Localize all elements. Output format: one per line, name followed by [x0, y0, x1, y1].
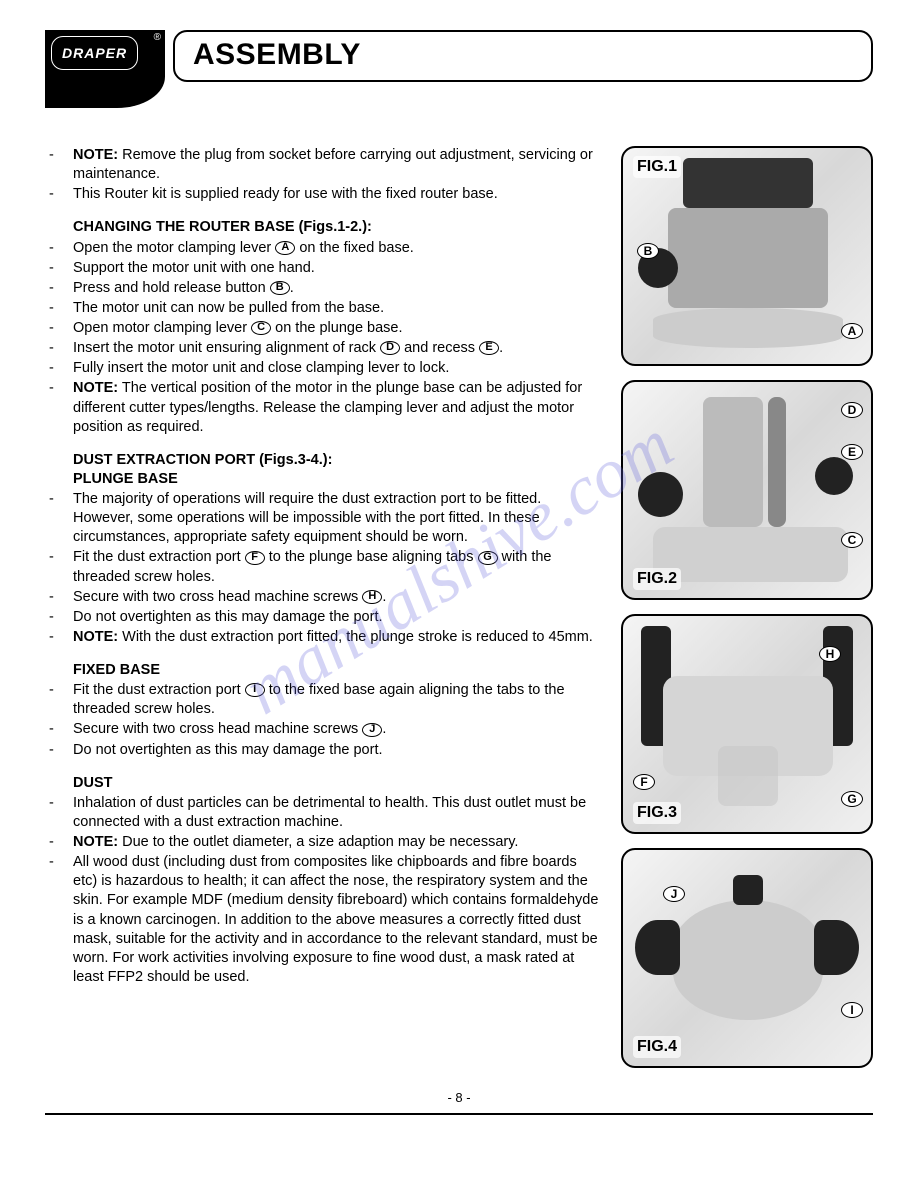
note-item: - NOTE: Remove the plug from socket befo… — [45, 146, 603, 184]
list-item: -Fit the dust extraction port F to the p… — [45, 548, 603, 586]
bullet: - — [45, 146, 73, 184]
list-item: -The motor unit can now be pulled from t… — [45, 299, 603, 318]
heading-plunge: PLUNGE BASE — [45, 470, 603, 489]
brand-logo: DRAPER ® — [45, 30, 165, 108]
callout-i: I — [841, 1002, 863, 1018]
callout-f: F — [633, 774, 655, 790]
callout-c: C — [841, 532, 863, 548]
list-item: -All wood dust (including dust from comp… — [45, 853, 603, 987]
figure-2: FIG.2 D E C — [621, 380, 873, 600]
label-d: D — [380, 341, 400, 355]
callout-b: B — [637, 243, 659, 259]
label-f: F — [245, 551, 265, 565]
list-item: -Support the motor unit with one hand. — [45, 259, 603, 278]
list-item: -Open motor clamping lever C on the plun… — [45, 319, 603, 338]
label-b: B — [270, 281, 290, 295]
note-item: - NOTE: With the dust extraction port fi… — [45, 628, 603, 647]
list-item: -Insert the motor unit ensuring alignmen… — [45, 339, 603, 358]
text-column: - NOTE: Remove the plug from socket befo… — [45, 146, 603, 1082]
list-item: -Secure with two cross head machine scre… — [45, 588, 603, 607]
header: DRAPER ® ASSEMBLY — [45, 30, 873, 108]
label-j: J — [362, 723, 382, 737]
fig3-label: FIG.3 — [633, 802, 681, 824]
list-item: -Inhalation of dust particles can be det… — [45, 794, 603, 832]
label-g: G — [478, 551, 498, 565]
list-item: -Press and hold release button B. — [45, 279, 603, 298]
fig4-label: FIG.4 — [633, 1036, 681, 1058]
note-item: - NOTE: Due to the outlet diameter, a si… — [45, 833, 603, 852]
figure-1: FIG.1 B A — [621, 146, 873, 366]
page-number: - 8 - — [45, 1090, 873, 1109]
list-item: -Do not overtighten as this may damage t… — [45, 608, 603, 627]
heading-dust-port: DUST EXTRACTION PORT (Figs.3-4.): — [45, 451, 603, 470]
list-item: -Fully insert the motor unit and close c… — [45, 359, 603, 378]
figure-3: FIG.3 H F G — [621, 614, 873, 834]
list-item: -Open the motor clamping lever A on the … — [45, 239, 603, 258]
callout-a: A — [841, 323, 863, 339]
list-item: -Do not overtighten as this may damage t… — [45, 741, 603, 760]
item-text: This Router kit is supplied ready for us… — [73, 185, 603, 204]
label-i: I — [245, 683, 265, 697]
brand-text: DRAPER — [51, 36, 138, 70]
callout-d: D — [841, 402, 863, 418]
callout-j: J — [663, 886, 685, 902]
callout-e: E — [841, 444, 863, 460]
page-title: ASSEMBLY — [173, 30, 873, 82]
list-item: - This Router kit is supplied ready for … — [45, 185, 603, 204]
label-a: A — [275, 241, 295, 255]
list-item: -Secure with two cross head machine scre… — [45, 720, 603, 739]
list-item: -Fit the dust extraction port I to the f… — [45, 681, 603, 719]
note-text: NOTE: Remove the plug from socket before… — [73, 146, 603, 184]
fig1-label: FIG.1 — [633, 156, 681, 178]
note-item: - NOTE: The vertical position of the mot… — [45, 379, 603, 436]
fig2-label: FIG.2 — [633, 568, 681, 590]
bullet: - — [45, 185, 73, 204]
label-h: H — [362, 590, 382, 604]
content-area: - NOTE: Remove the plug from socket befo… — [45, 146, 873, 1082]
label-e: E — [479, 341, 499, 355]
callout-h: H — [819, 646, 841, 662]
callout-g: G — [841, 791, 863, 807]
registered-icon: ® — [154, 32, 161, 43]
heading-dust: DUST — [45, 774, 603, 793]
list-item: -The majority of operations will require… — [45, 490, 603, 547]
heading-fixed: FIXED BASE — [45, 661, 603, 680]
figure-4: FIG.4 J I — [621, 848, 873, 1068]
heading-changing: CHANGING THE ROUTER BASE (Figs.1-2.): — [45, 218, 603, 237]
footer-rule — [45, 1113, 873, 1115]
label-c: C — [251, 321, 271, 335]
figure-column: FIG.1 B A FIG.2 D E C FIG.3 H F G — [621, 146, 873, 1082]
